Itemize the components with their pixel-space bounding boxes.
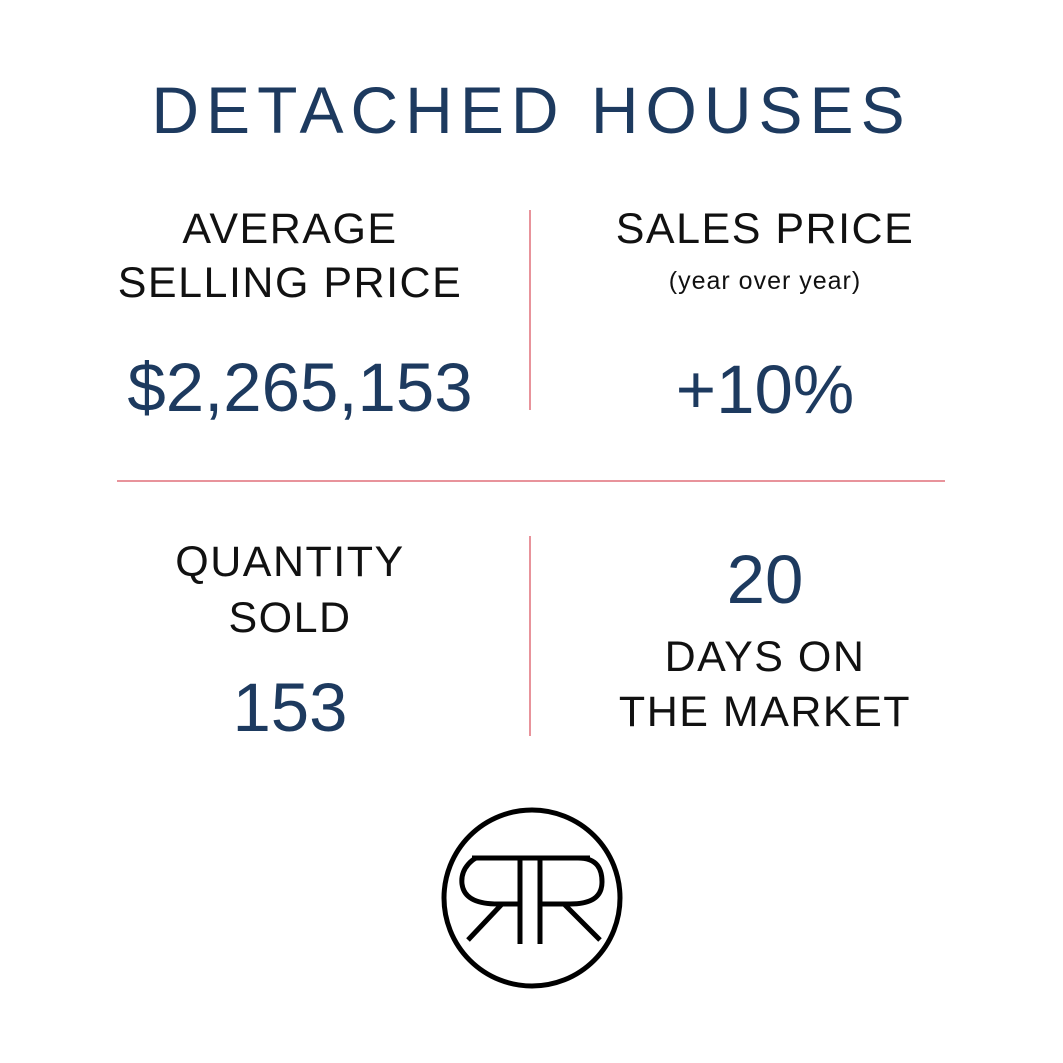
avg-selling-price-label-line2: SELLING PRICE xyxy=(117,259,463,307)
vertical-divider-bottom xyxy=(529,536,531,736)
sales-price-label: SALES PRICE xyxy=(615,205,915,253)
days-on-market-label-line2: THE MARKET xyxy=(618,688,912,736)
horizontal-divider xyxy=(117,480,945,482)
days-on-market-label-line1: DAYS ON xyxy=(664,633,866,681)
avg-selling-price-label-line1: AVERAGE xyxy=(182,205,398,253)
rr-monogram-logo-icon xyxy=(440,806,624,990)
avg-selling-price-value: $2,265,153 xyxy=(127,349,473,426)
quantity-sold-value: 153 xyxy=(232,669,348,746)
sales-price-value: +10% xyxy=(675,351,855,428)
days-on-market-value: 20 xyxy=(726,541,804,618)
quantity-sold-label-line2: SOLD xyxy=(228,594,352,642)
sales-price-sublabel: (year over year) xyxy=(668,267,862,295)
page-title: DETACHED HOUSES xyxy=(151,73,912,147)
vertical-divider-top xyxy=(529,210,531,410)
quantity-sold-label-line1: QUANTITY xyxy=(175,538,405,586)
